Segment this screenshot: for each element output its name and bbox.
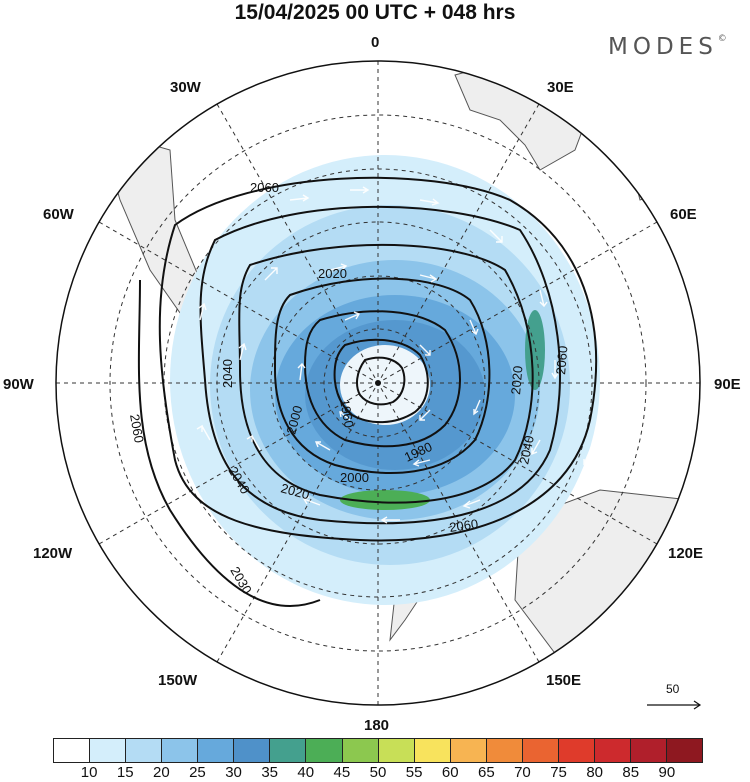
contour-label: 2060 bbox=[448, 516, 479, 535]
lon-label-30e: 30E bbox=[547, 79, 574, 96]
lon-label-180: 180 bbox=[364, 717, 390, 734]
brand-mark: © bbox=[717, 34, 727, 44]
contour-label-layer: 2060 2020 2040 2060 2000 1960 1980 2000 … bbox=[127, 180, 570, 597]
lon-label-150e: 150E bbox=[546, 672, 582, 689]
colorbar-tick-label: 40 bbox=[297, 764, 315, 781]
colorbar-swatch bbox=[486, 739, 523, 762]
colorbar-tick-label: 75 bbox=[550, 764, 567, 781]
colorbar-swatch bbox=[450, 739, 487, 762]
polar-low-center bbox=[375, 380, 381, 386]
colorbar-tick-label: 50 bbox=[369, 764, 387, 781]
contour-label: 2000 bbox=[283, 404, 305, 436]
wind-vectors bbox=[196, 186, 599, 524]
contours bbox=[137, 176, 597, 607]
contour-label: 1960 bbox=[337, 398, 357, 429]
lon-label-0: 0 bbox=[371, 34, 380, 51]
colorbar-tick-label: 90 bbox=[658, 764, 676, 781]
colorbar-swatch bbox=[270, 739, 307, 762]
colorbar-swatch bbox=[306, 739, 343, 762]
brand-logo: MODES© bbox=[608, 34, 727, 60]
colorbar-tick-label: 20 bbox=[152, 764, 170, 781]
contour-label: 2020 bbox=[508, 365, 525, 395]
jet-core-east bbox=[525, 310, 545, 390]
lon-label-120e: 120E bbox=[668, 545, 704, 562]
colorbar-tick-label: 55 bbox=[405, 764, 423, 781]
contour-label: 2020 bbox=[279, 480, 311, 502]
lon-label-150w: 150W bbox=[158, 672, 198, 689]
contour-label: 2060 bbox=[553, 345, 570, 375]
contour-label: 2040 bbox=[220, 359, 235, 388]
colorbar-swatch bbox=[54, 739, 91, 762]
jet-core-south bbox=[340, 490, 430, 510]
colorbar-swatch bbox=[558, 739, 595, 762]
brand-name: MODES bbox=[608, 34, 718, 60]
colorbar-tick-label: 45 bbox=[333, 764, 351, 781]
colorbar-tick-label: 65 bbox=[477, 764, 495, 781]
colorbar-tick-label: 25 bbox=[189, 764, 206, 781]
colorbar-tick-label: 70 bbox=[514, 764, 531, 781]
colorbar-swatch bbox=[234, 739, 271, 762]
colorbar-tick-label: 30 bbox=[225, 764, 242, 781]
colorbar-swatch bbox=[378, 739, 415, 762]
lon-label-120w: 120W bbox=[33, 545, 73, 562]
colorbar-swatch bbox=[90, 739, 127, 762]
wind-scale-value: 50 bbox=[666, 682, 680, 696]
contour-label: 2030 bbox=[227, 564, 254, 597]
colorbar-tick-label: 35 bbox=[261, 764, 278, 781]
colorbar-tick-label: 80 bbox=[586, 764, 603, 781]
madagascar-landmass bbox=[629, 149, 671, 201]
colorbar-swatch bbox=[198, 739, 235, 762]
map-boundary bbox=[55, 60, 701, 706]
colorbar-tick-label: 10 bbox=[80, 764, 98, 781]
colorbar-swatch bbox=[667, 739, 703, 762]
contour-label: 2020 bbox=[318, 266, 347, 281]
colorbar bbox=[53, 738, 703, 763]
forecast-title: 15/04/2025 00 UTC + 048 hrs bbox=[234, 1, 516, 24]
contour-label: 2060 bbox=[250, 180, 279, 195]
colorbar-swatch bbox=[126, 739, 163, 762]
wind-scale-arrow bbox=[647, 700, 702, 710]
lon-label-60w: 60W bbox=[43, 206, 74, 223]
contour-label: 2040 bbox=[516, 434, 537, 465]
lon-label-60e: 60E bbox=[670, 206, 697, 223]
colorbar-tick-label: 60 bbox=[441, 764, 459, 781]
colorbar-tick-label: 85 bbox=[622, 764, 640, 781]
colorbar-swatch bbox=[162, 739, 199, 762]
colorbar-swatch bbox=[342, 739, 379, 762]
colorbar-swatch bbox=[631, 739, 668, 762]
lon-label-30w: 30W bbox=[170, 79, 201, 96]
colorbar-tick-label: 15 bbox=[116, 764, 134, 781]
lon-label-90e: 90E bbox=[714, 376, 741, 393]
colorbar-swatch bbox=[594, 739, 631, 762]
lon-label-90w: 90W bbox=[3, 376, 34, 393]
colorbar-swatch bbox=[522, 739, 559, 762]
contour-label: 2000 bbox=[340, 470, 369, 485]
contour-label: 2060 bbox=[127, 413, 147, 444]
colorbar-swatch bbox=[414, 739, 451, 762]
